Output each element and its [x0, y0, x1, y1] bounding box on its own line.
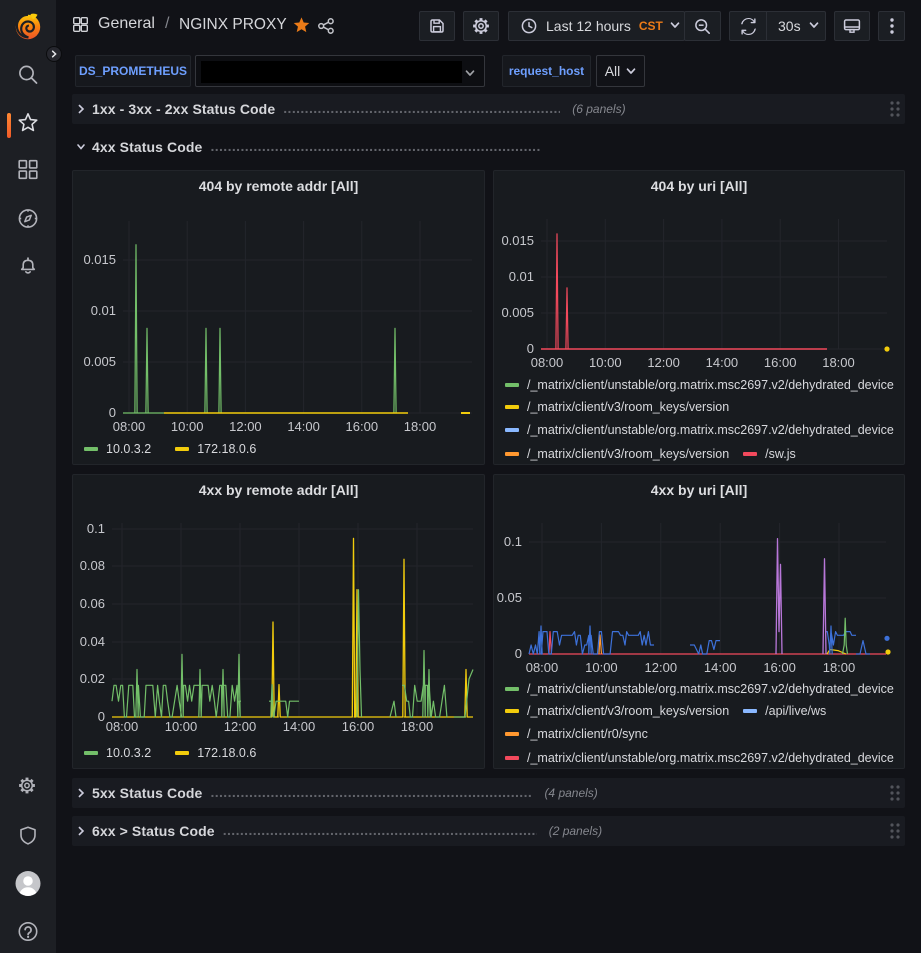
- svg-text:0.02: 0.02: [80, 671, 105, 686]
- svg-text:16:00: 16:00: [346, 419, 379, 434]
- svg-text:0.06: 0.06: [80, 596, 105, 611]
- svg-text:12:00: 12:00: [645, 660, 678, 675]
- svg-text:10:00: 10:00: [171, 419, 204, 434]
- svg-text:10:00: 10:00: [165, 719, 198, 734]
- svg-text:0: 0: [98, 709, 105, 724]
- svg-text:12:00: 12:00: [647, 355, 680, 370]
- svg-text:18:00: 18:00: [404, 419, 437, 434]
- svg-text:14:00: 14:00: [704, 660, 737, 675]
- svg-text:0.01: 0.01: [509, 269, 534, 284]
- svg-text:08:00: 08:00: [526, 660, 559, 675]
- svg-text:0.1: 0.1: [504, 534, 522, 549]
- svg-text:0.015: 0.015: [83, 252, 116, 267]
- svg-text:18:00: 18:00: [401, 719, 434, 734]
- svg-text:08:00: 08:00: [113, 419, 146, 434]
- svg-text:0.005: 0.005: [501, 305, 534, 320]
- svg-text:0: 0: [515, 646, 522, 661]
- svg-text:12:00: 12:00: [224, 719, 257, 734]
- svg-text:14:00: 14:00: [706, 355, 739, 370]
- svg-text:14:00: 14:00: [287, 419, 320, 434]
- svg-text:0.05: 0.05: [497, 590, 522, 605]
- svg-text:10:00: 10:00: [589, 355, 622, 370]
- svg-text:12:00: 12:00: [229, 419, 262, 434]
- svg-text:0: 0: [109, 405, 116, 420]
- svg-text:16:00: 16:00: [764, 355, 797, 370]
- svg-text:08:00: 08:00: [106, 719, 139, 734]
- svg-text:18:00: 18:00: [822, 355, 855, 370]
- svg-text:0.005: 0.005: [83, 354, 116, 369]
- svg-text:16:00: 16:00: [763, 660, 796, 675]
- svg-text:14:00: 14:00: [283, 719, 316, 734]
- svg-text:10:00: 10:00: [585, 660, 618, 675]
- svg-text:0.04: 0.04: [80, 634, 105, 649]
- svg-text:0: 0: [527, 341, 534, 356]
- svg-text:0.01: 0.01: [91, 303, 116, 318]
- svg-text:08:00: 08:00: [531, 355, 564, 370]
- svg-text:0.015: 0.015: [501, 233, 534, 248]
- svg-text:16:00: 16:00: [342, 719, 375, 734]
- svg-text:0.1: 0.1: [87, 521, 105, 536]
- svg-text:0.08: 0.08: [80, 558, 105, 573]
- svg-text:18:00: 18:00: [823, 660, 856, 675]
